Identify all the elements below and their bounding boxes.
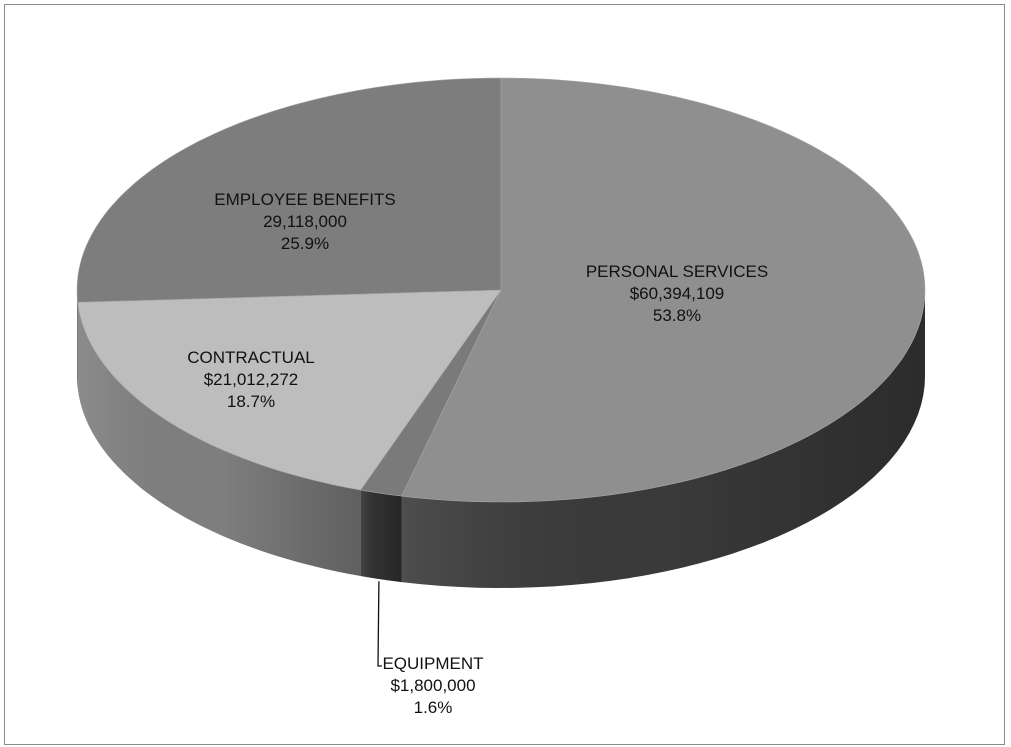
label-employee-benefits: EMPLOYEE BENEFITS 29,118,000 25.9% — [214, 189, 395, 255]
pie-tops — [76, 77, 926, 503]
pie-slice-equipment — [360, 289, 502, 497]
pie-side-shade-personal-services — [401, 290, 926, 588]
slice-value: $60,394,109 — [629, 284, 725, 303]
slice-percent: 18.7% — [226, 392, 276, 411]
pie-slice-personal-services — [401, 77, 926, 503]
chart-frame: PERSONAL SERVICES $60,394,109 53.8% EQUI… — [4, 4, 1005, 745]
label-contractual: CONTRACTUAL $21,012,272 18.7% — [187, 347, 315, 413]
slice-value: $1,800,000 — [390, 676, 476, 695]
pie-side-shade-employee-benefits — [77, 290, 78, 389]
pie-leaders — [377, 581, 382, 667]
slice-label: PERSONAL SERVICES — [585, 262, 769, 281]
slice-percent: 25.9% — [280, 234, 330, 253]
slice-percent: 53.8% — [652, 306, 702, 325]
slice-label: EMPLOYEE BENEFITS — [214, 190, 396, 209]
slice-percent: 1.6% — [413, 698, 453, 717]
pie-slice-employee-benefits — [76, 77, 502, 303]
pie-side-shade-contractual — [77, 302, 361, 576]
slice-label: CONTRACTUAL — [187, 348, 315, 367]
equipment-leader-line — [377, 581, 382, 667]
label-equipment: EQUIPMENT $1,800,000 1.6% — [382, 653, 483, 719]
pie-chart — [76, 77, 926, 667]
pie-slice-contractual — [77, 289, 502, 491]
pie-side-shade-equipment — [360, 490, 402, 583]
slice-value: 29,118,000 — [263, 212, 347, 231]
label-personal-services: PERSONAL SERVICES $60,394,109 53.8% — [586, 261, 768, 327]
slice-value: $21,012,272 — [203, 370, 299, 389]
pie-sides — [77, 290, 926, 588]
slice-label: EQUIPMENT — [382, 654, 484, 673]
